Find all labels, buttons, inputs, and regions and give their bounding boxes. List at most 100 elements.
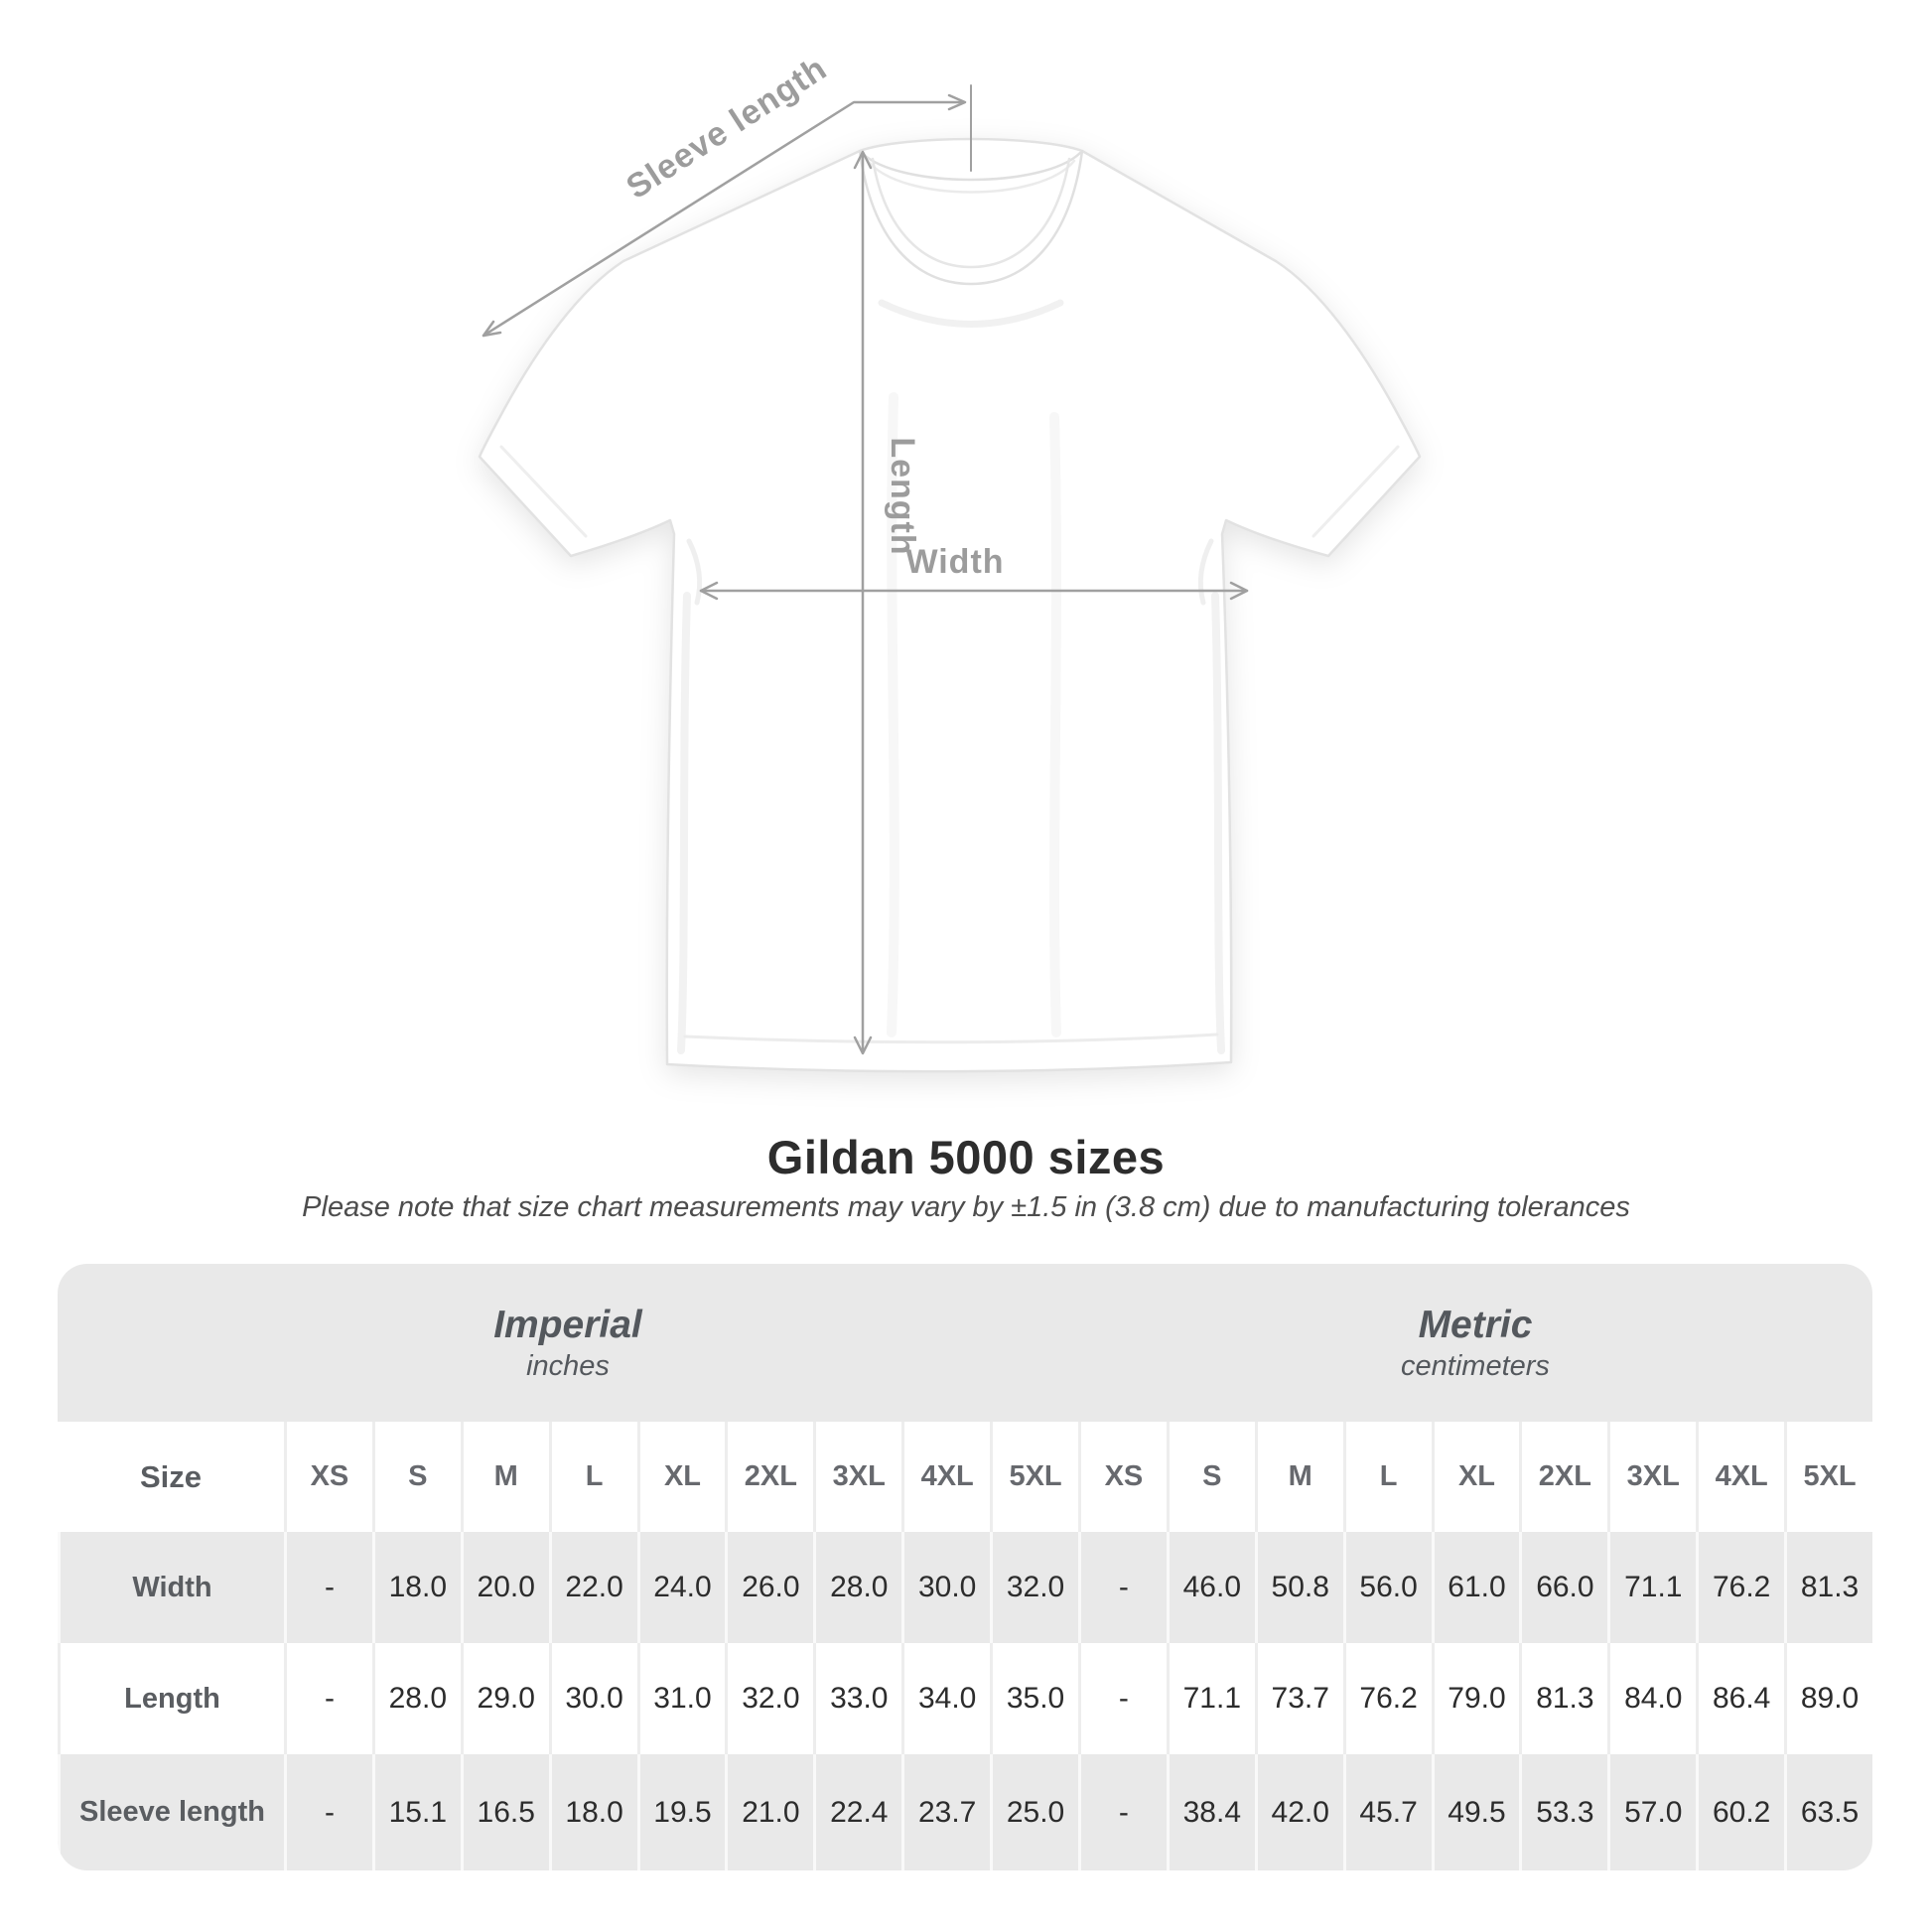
arrow-left-icon [699,581,719,601]
measurement-value: 25.0 [990,1754,1078,1870]
measurement-value: 50.8 [1254,1532,1343,1643]
measurement-value: 73.7 [1254,1643,1343,1754]
row-label: Width [58,1532,284,1643]
metric-label: Metric [1418,1303,1533,1346]
measurement-value: 22.0 [548,1532,637,1643]
measurement-value: 24.0 [636,1532,726,1643]
measurement-value: 49.5 [1431,1754,1520,1870]
imperial-group-header: Imperial inches [58,1264,1078,1422]
measurement-value: 18.0 [548,1754,637,1870]
measurement-value: 21.0 [725,1754,813,1870]
measurement-value: 84.0 [1607,1643,1696,1754]
size-column-header: L [548,1422,637,1532]
tshirt-outline [478,137,1422,1073]
size-column-header: 4XL [1696,1422,1784,1532]
chest-fold-left [887,392,899,1037]
measurement-value: 79.0 [1431,1643,1520,1754]
page-title: Gildan 5000 sizes [766,1131,1166,1183]
measurement-value: 35.0 [990,1643,1078,1754]
measurement-value: 30.0 [548,1643,637,1754]
measurement-value: 63.5 [1784,1754,1872,1870]
size-column-header: 2XL [725,1422,813,1532]
arrow-up-icon [853,150,873,170]
size-column-header: 5XL [990,1422,1078,1532]
size-column-header: 5XL [1784,1422,1872,1532]
measurement-value: 53.3 [1519,1754,1607,1870]
measurement-value: 81.3 [1784,1532,1872,1643]
measurement-value: 38.4 [1166,1754,1255,1870]
width-dimension: Width [699,543,1249,601]
length-label: Length [884,437,921,555]
measurement-value: 71.1 [1607,1532,1696,1643]
width-label: Width [905,543,1004,581]
size-column-header: XL [636,1422,726,1532]
left-side-shadow [677,592,691,1054]
measurement-value: - [1077,1643,1167,1754]
unit-group-header: Imperial inches Metric centimeters [58,1264,1872,1422]
measurement-value: 29.0 [460,1643,549,1754]
right-underarm-crease [1197,538,1214,606]
arrow-down-left-icon [482,320,502,338]
measurement-value: 16.5 [460,1754,549,1870]
measurement-value: 28.0 [813,1532,901,1643]
measurement-value: 30.0 [901,1532,990,1643]
measurement-value: - [1077,1532,1167,1643]
size-table: Imperial inches Metric centimeters Size … [58,1264,1872,1870]
size-corner-label: Size [139,1459,203,1494]
measurement-value: 22.4 [813,1754,901,1870]
measurement-value: 86.4 [1696,1643,1784,1754]
measurement-row: Length -28.0 29.0 30.0 31.0 32.0 33.0 34.0 35.0-… [58,1643,1872,1754]
measurement-value: 45.7 [1342,1754,1432,1870]
collar-front-outer [858,149,1084,286]
size-column-header: XS [284,1422,372,1532]
measurement-value: 60.2 [1696,1754,1784,1870]
size-column-header: 2XL [1519,1422,1607,1532]
size-column-header: 4XL [901,1422,990,1532]
measurement-value: 46.0 [1166,1532,1255,1643]
hem-stitch [683,1033,1219,1044]
measurement-value: 28.0 [371,1643,461,1754]
collar-shadow [878,299,1064,328]
measurement-row: Sleeve length -15.1 16.5 18.0 19.5 21.0 22.4 23… [58,1754,1872,1870]
collar-front-inner [871,157,1071,269]
size-table-body: Width -18.0 20.0 22.0 24.0 26.0 28.0 30.0 32.0-4… [58,1532,1872,1870]
row-label: Length [58,1643,284,1754]
size-column-header: XL [1431,1422,1520,1532]
measurement-value: 61.0 [1431,1532,1520,1643]
chest-fold-right [1049,412,1061,1037]
size-header-row: Size XS S M L XL 2XL 3XL 4XL 5XL XS S M L XL 2XL 3XL 4XL… [58,1422,1872,1532]
metric-group-header: Metric centimeters [1078,1264,1872,1422]
tshirt-graphic [478,137,1422,1073]
measurement-value: 33.0 [813,1643,901,1754]
right-sleeve-hem-stitch [1311,445,1400,538]
arrow-down-icon [853,1035,873,1055]
size-column-header: XS [1077,1422,1167,1532]
left-underarm-crease [686,538,703,606]
measurement-value: 18.0 [371,1532,461,1643]
measurement-row: Width -18.0 20.0 22.0 24.0 26.0 28.0 30.0 32.0-4… [58,1532,1872,1643]
measurement-value: 26.0 [725,1532,813,1643]
size-column-header: M [1254,1422,1343,1532]
imperial-unit-label: inches [526,1349,610,1382]
size-column-header: 3XL [1607,1422,1696,1532]
measurement-value: 32.0 [990,1532,1078,1643]
left-sleeve-hem-stitch [499,445,588,538]
size-column-header: 3XL [813,1422,901,1532]
tolerance-note: Please note that size chart measurements… [302,1191,1630,1223]
length-dimension: Length [853,150,921,1055]
measurement-value: 31.0 [636,1643,726,1754]
tshirt-measurement-diagram: Sleeve length Length Width [478,50,1422,1073]
measurement-value: 76.2 [1696,1532,1784,1643]
measurement-value: 89.0 [1784,1643,1872,1754]
size-column-header: S [371,1422,461,1532]
measurement-value: 23.7 [901,1754,990,1870]
imperial-label: Imperial [493,1303,642,1346]
measurement-value: 76.2 [1342,1643,1432,1754]
measurement-value: 32.0 [725,1643,813,1754]
metric-unit-label: centimeters [1401,1349,1550,1382]
size-column-header: S [1166,1422,1255,1532]
collar-back-seam [860,151,1082,182]
right-side-shadow [1211,592,1225,1054]
measurement-value: - [284,1643,372,1754]
